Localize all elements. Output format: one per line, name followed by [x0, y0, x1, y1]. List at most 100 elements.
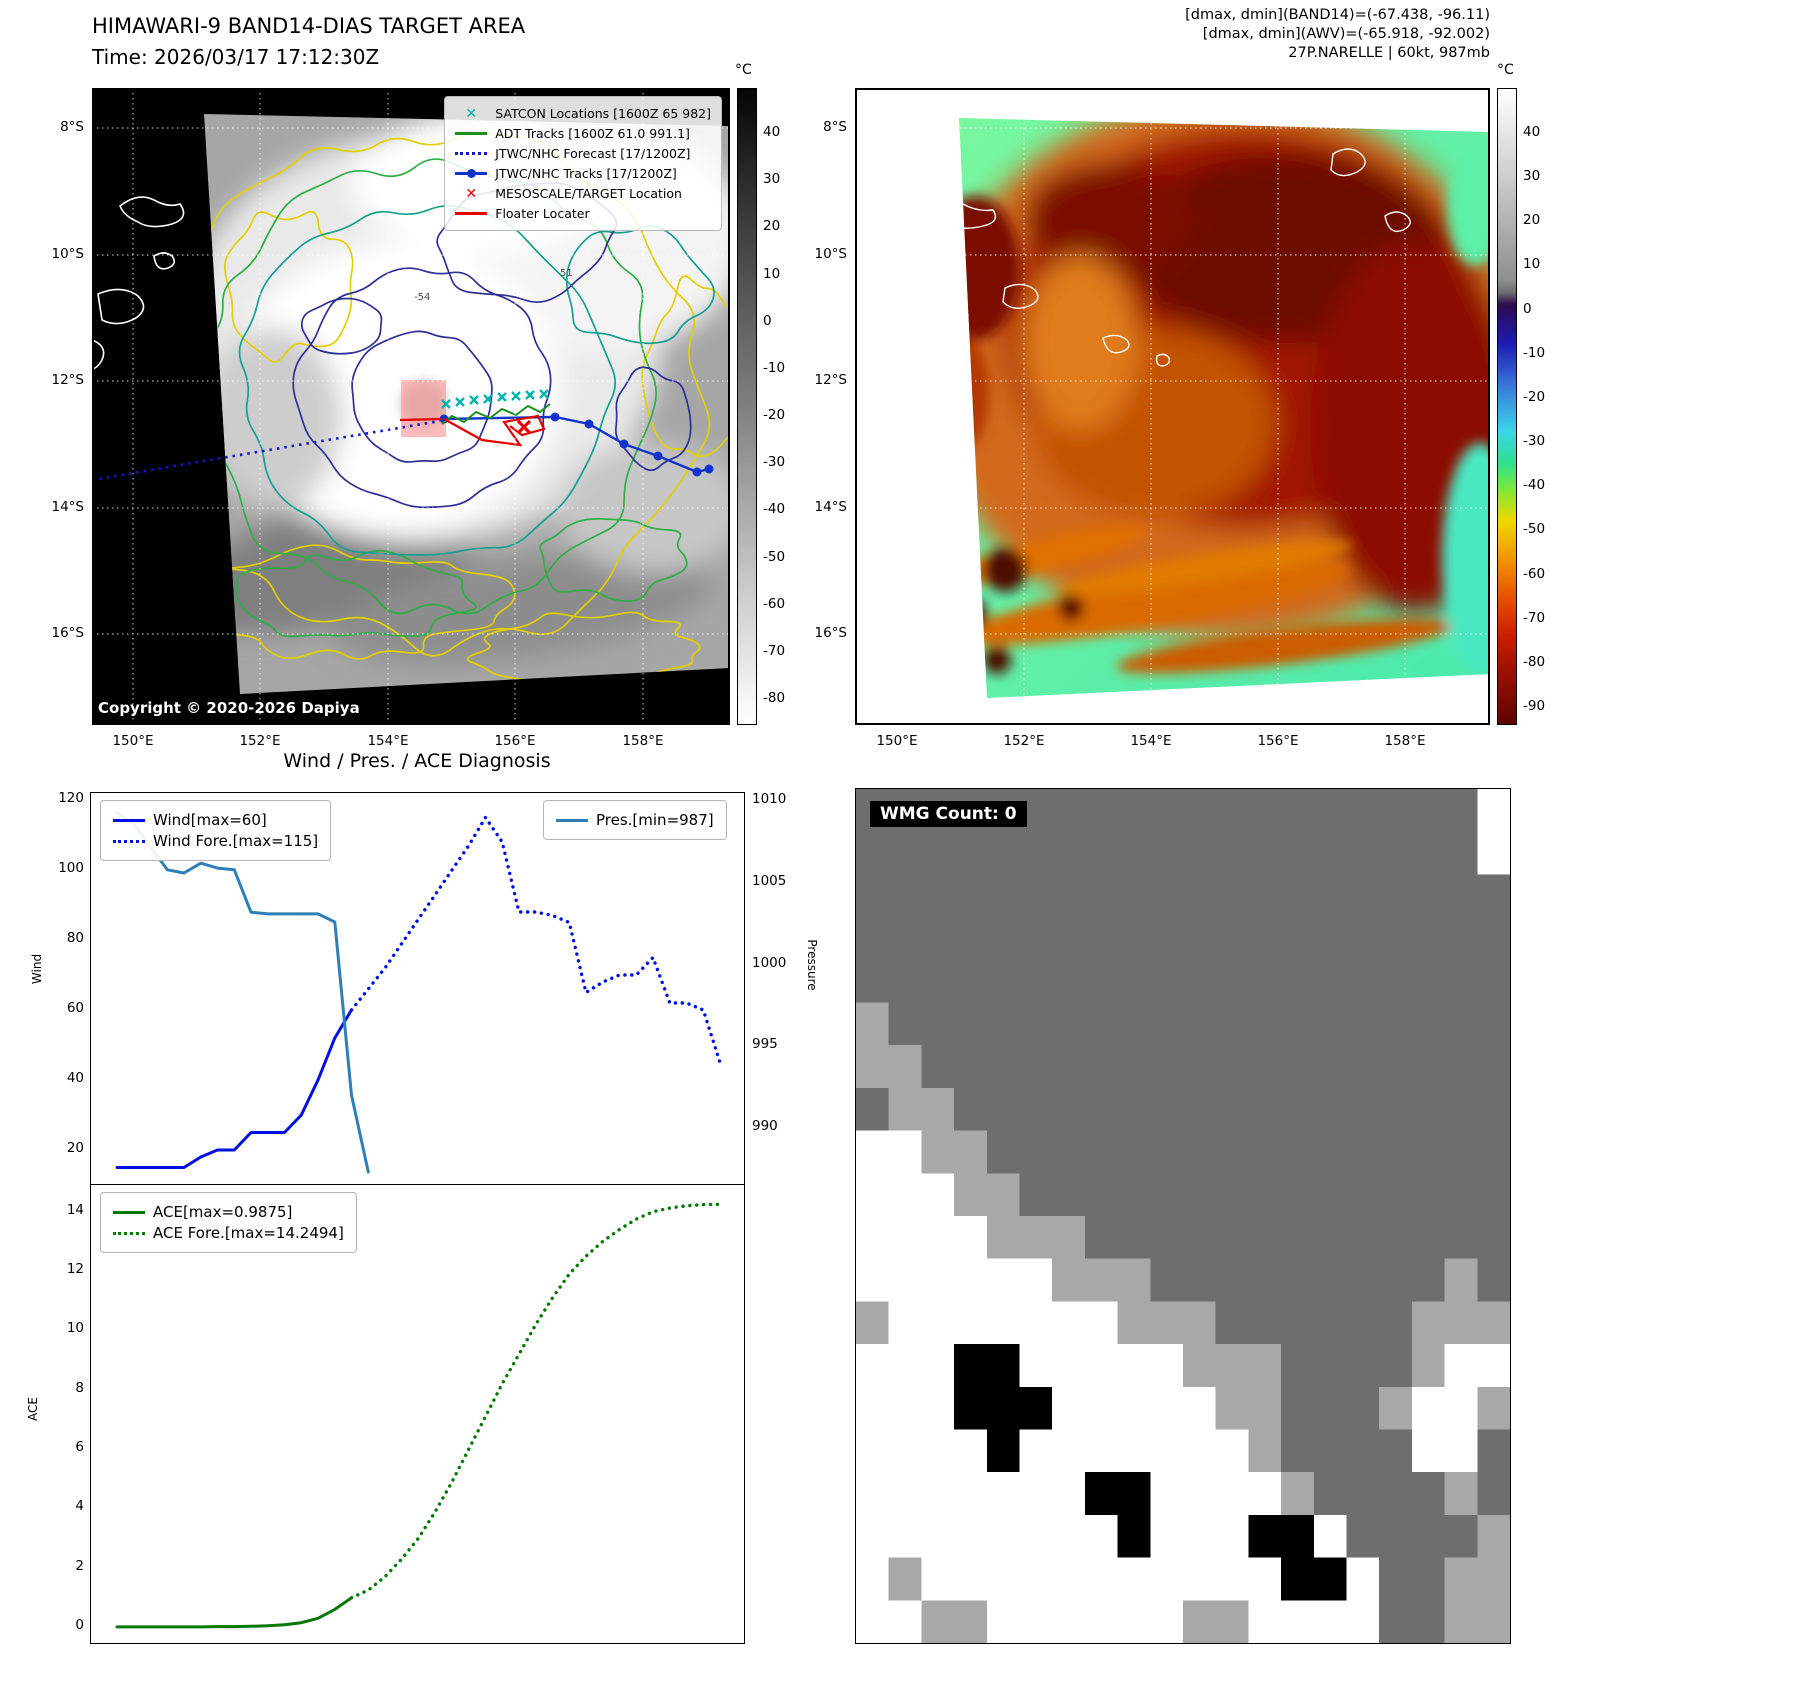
- wmg-cell: [1313, 1087, 1348, 1132]
- line-legend-sample: [113, 1210, 145, 1214]
- legend-label: ACE Fore.[max=14.2494]: [153, 1224, 344, 1242]
- wmg-cell: [1346, 1258, 1380, 1303]
- wmg-cell: [1215, 1173, 1250, 1217]
- wmg-cell: [1411, 1600, 1446, 1643]
- wmg-cell: [1313, 874, 1348, 918]
- dmax-dmin-awv: [dmax, dmin](AWV)=(-65.918, -92.002): [1202, 26, 1490, 42]
- wmg-cell: [1215, 1472, 1250, 1516]
- band14-colorbar-tick: 20: [763, 218, 781, 235]
- wmg-cell: [986, 959, 1021, 1004]
- wmg-cell: [1281, 959, 1315, 1004]
- wmg-cell: [986, 1472, 1021, 1516]
- wmg-cell: [986, 1600, 1021, 1643]
- legend-item: JTWC/NHC Forecast [17/1200Z]: [455, 145, 711, 162]
- wmg-cell: [1052, 1301, 1086, 1345]
- wmg-cell: [954, 959, 988, 1004]
- pressure-legend: Pres.[min=987]: [543, 800, 727, 840]
- legend-item: Floater Locater: [455, 205, 711, 222]
- wmg-cell: [1346, 1429, 1380, 1474]
- track-legend: ✕ SATCON Locations [1600Z 65 982] ADT Trac…: [444, 96, 722, 231]
- legend-label: ADT Tracks [1600Z 61.0 991.1]: [495, 126, 690, 141]
- awv-lon-tick: 152°E: [1003, 733, 1045, 749]
- wmg-cell: [1084, 1087, 1119, 1132]
- wmg-cell: [954, 1301, 988, 1345]
- wmg-cell: [1052, 1514, 1086, 1559]
- wmg-cell: [1052, 1600, 1086, 1643]
- awv-lat-tick: 8°S: [823, 119, 847, 135]
- coastlines: [92, 196, 185, 370]
- wmg-cell: [1379, 1173, 1413, 1217]
- wmg-cell: [1117, 1472, 1151, 1516]
- wmg-cell: [1117, 1002, 1151, 1047]
- mesoscale-target-marker: [516, 419, 532, 435]
- wmg-cell: [1477, 1344, 1510, 1388]
- wmg-cell: [1150, 917, 1184, 961]
- wmg-cell: [1411, 1087, 1446, 1132]
- line-legend-sample: [556, 818, 588, 822]
- wmg-cell: [1346, 1301, 1380, 1345]
- wmg-cell: [888, 1130, 923, 1175]
- wmg-cell: [921, 1600, 955, 1643]
- wmg-cell: [1477, 1216, 1510, 1260]
- wmg-cell: [986, 1216, 1021, 1260]
- wmg-cell: [1215, 1258, 1250, 1303]
- wmg-cell: [1183, 1301, 1217, 1345]
- line-dot-legend-sample: [455, 169, 488, 178]
- wmg-cell: [888, 1216, 923, 1260]
- wmg-cell: [1084, 874, 1119, 918]
- wmg-cell: [1183, 1557, 1217, 1602]
- band14-colorbar-tick: 40: [763, 124, 781, 140]
- wmg-cell: [1248, 1002, 1282, 1047]
- wind-axis-tick: 60: [66, 1000, 84, 1016]
- wmg-cell: [1444, 1173, 1478, 1217]
- awv-lon-tick: 156°E: [1257, 733, 1299, 749]
- legend-item: Wind Fore.[max=115]: [113, 832, 318, 850]
- wmg-cell: [888, 1087, 923, 1132]
- wmg-cell: [1281, 1557, 1315, 1602]
- contour-labels: -54 51: [414, 268, 573, 303]
- line-legend-sample: [455, 132, 488, 135]
- band14-colorbar: [737, 88, 757, 725]
- wmg-cell: [1346, 1344, 1380, 1388]
- awv-colorbar-tick: 0: [1523, 300, 1532, 317]
- wmg-cell: [856, 1600, 890, 1643]
- wmg-cell: [954, 1514, 988, 1559]
- ace-axis-tick: 0: [75, 1617, 84, 1634]
- adt-track: [441, 403, 551, 425]
- band14-colorbar-tick: -60: [763, 595, 786, 612]
- wmg-cell: [1150, 789, 1184, 833]
- wmg-cell: [1117, 1344, 1151, 1388]
- wmg-cell: [921, 1087, 955, 1132]
- wmg-cell: [1444, 1258, 1478, 1303]
- wmg-cell: [921, 1472, 955, 1516]
- contour-line: [204, 544, 516, 660]
- wmg-cell: [921, 1002, 955, 1047]
- wmg-cell: [1444, 1514, 1478, 1559]
- satcon-markers: [441, 389, 549, 409]
- wmg-cell: [1150, 1258, 1184, 1303]
- wmg-cell: [1248, 1173, 1282, 1217]
- wmg-cell: [1379, 1301, 1413, 1345]
- legend-label: Wind Fore.[max=115]: [153, 832, 319, 850]
- wmg-cell: [1346, 1087, 1380, 1132]
- wmg-cell: [986, 1087, 1021, 1132]
- wmg-cell: [1150, 1087, 1184, 1132]
- band14-lon-tick: 154°E: [367, 733, 409, 749]
- wmg-cell: [1183, 1472, 1217, 1516]
- wmg-cell: [1281, 831, 1315, 876]
- band14-colorbar-tick: -10: [763, 359, 786, 376]
- wmg-cell: [986, 1002, 1021, 1047]
- wmg-cell: [1411, 1557, 1446, 1602]
- series-Pres.[min=987]: [115, 811, 370, 1174]
- wmg-cell: [1215, 789, 1250, 833]
- wmg-cell: [1215, 1386, 1250, 1431]
- wmg-cell: [1379, 917, 1413, 961]
- wmg-cell: [1379, 1557, 1413, 1602]
- wmg-cell: [1117, 1301, 1151, 1345]
- wmg-cell: [1019, 917, 1053, 961]
- wmg-cell: [888, 1301, 923, 1345]
- wmg-cell: [1346, 1386, 1380, 1431]
- wmg-cell: [1411, 1130, 1446, 1175]
- band14-colorbar-tick: -50: [763, 548, 786, 565]
- band14-colorbar-tick: -70: [763, 642, 786, 659]
